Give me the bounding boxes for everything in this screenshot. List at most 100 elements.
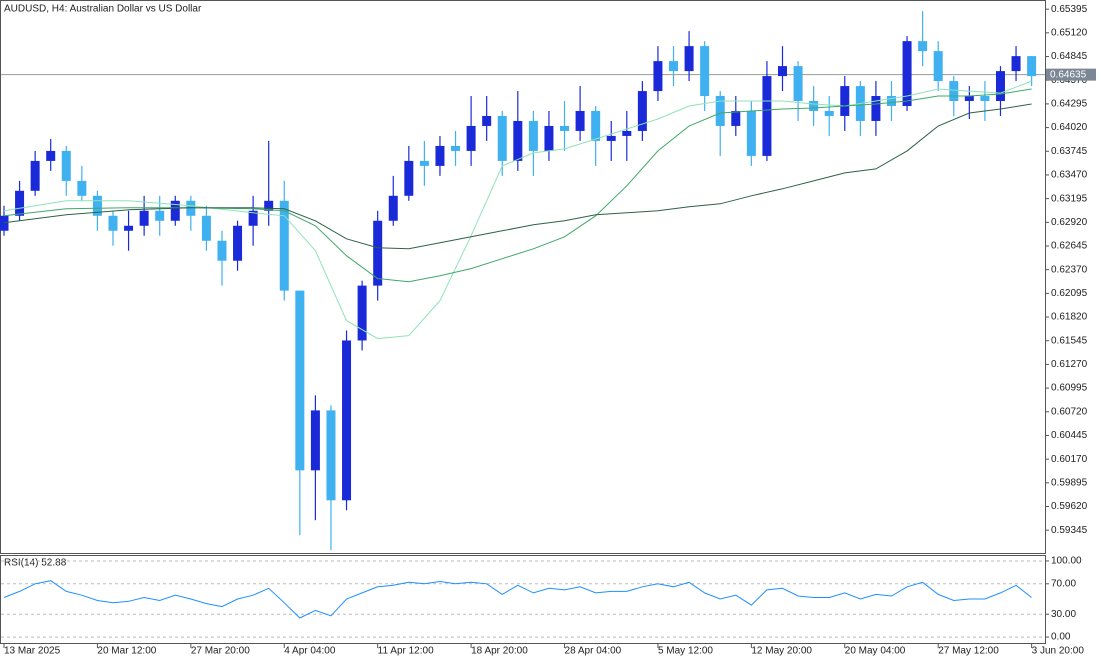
candle-body — [560, 125, 570, 131]
candle-body — [871, 95, 881, 121]
last-price-box — [1046, 68, 1096, 81]
y-tick-label: 0.59345 — [1051, 525, 1088, 536]
candle-body — [201, 215, 211, 241]
price-panel — [0, 0, 1046, 554]
candle-body — [419, 160, 429, 166]
y-tick-label: 0.60720 — [1051, 406, 1088, 417]
y-tick-label: 0.00 — [1051, 632, 1071, 643]
candle-body — [964, 95, 974, 101]
x-tick-label: 13 Mar 2025 — [4, 646, 61, 657]
candle-body — [124, 225, 134, 231]
moving-average — [3, 88, 1032, 283]
candle-body — [980, 95, 990, 101]
candle-body — [139, 210, 149, 226]
candle-body — [575, 110, 585, 131]
candle-body — [809, 100, 819, 111]
candle-body — [653, 61, 663, 92]
x-tick-label: 11 Apr 12:00 — [378, 646, 434, 657]
y-tick-label: 0.60445 — [1051, 430, 1088, 441]
y-tick-label: 100.00 — [1051, 556, 1082, 567]
candle-body — [15, 190, 25, 216]
candle-body — [731, 110, 741, 126]
candle-body — [684, 46, 694, 72]
candle-body — [248, 210, 258, 226]
candle-body — [233, 225, 243, 261]
candle-body — [995, 71, 1005, 101]
candle-body — [1011, 56, 1021, 72]
candle-body — [793, 66, 803, 101]
candle-body — [279, 200, 289, 291]
y-tick-label: 0.63745 — [1051, 146, 1088, 157]
x-tick-label: 20 Mar 12:00 — [97, 646, 156, 657]
candle-body — [264, 200, 274, 211]
candle-body — [669, 61, 679, 72]
y-tick-label: 0.63195 — [1051, 193, 1088, 204]
x-tick-label: 5 May 12:00 — [658, 646, 713, 657]
candle-body — [326, 410, 336, 501]
x-tick-label: 4 Apr 04:00 — [284, 646, 336, 657]
candle-body — [170, 200, 180, 221]
candle-body — [637, 91, 647, 131]
candle-body — [497, 115, 507, 161]
chart-title: AUDUSD, H4: Australian Dollar vs US Doll… — [4, 4, 202, 15]
candle-body — [778, 66, 787, 77]
y-tick-label: 30.00 — [1051, 609, 1076, 620]
candle-body — [61, 150, 71, 181]
candle-body — [949, 81, 959, 101]
candle-body — [591, 110, 601, 141]
y-tick-label: 0.62645 — [1051, 241, 1088, 252]
candle-body — [77, 180, 87, 196]
candle-body — [388, 195, 398, 221]
candle-body — [0, 215, 9, 231]
candle-body — [404, 160, 414, 196]
candle-body — [886, 95, 896, 106]
candle-body — [762, 76, 772, 156]
candle-body — [310, 410, 320, 471]
y-tick-label: 0.64295 — [1051, 99, 1088, 110]
last-price-label: 0.64635 — [1050, 69, 1087, 80]
rsi-line — [3, 580, 1032, 619]
y-tick-label: 0.61545 — [1051, 335, 1088, 346]
y-tick-label: 0.62370 — [1051, 264, 1088, 275]
y-tick-label: 70.00 — [1051, 578, 1076, 589]
candle-body — [217, 240, 227, 261]
y-tick-label: 0.63470 — [1051, 170, 1088, 181]
y-tick-label: 0.65120 — [1051, 28, 1088, 39]
y-tick-label: 0.64845 — [1051, 51, 1088, 62]
candle-body — [918, 41, 928, 52]
candle-body — [357, 285, 367, 341]
rsi-title: RSI(14) 52.88 — [4, 558, 67, 569]
y-tick-label: 0.60995 — [1051, 383, 1088, 394]
rsi-panel — [0, 555, 1046, 644]
y-tick-label: 0.62095 — [1051, 288, 1088, 299]
y-tick-label: 0.65395 — [1051, 4, 1088, 15]
x-tick-label: 28 Apr 04:00 — [565, 646, 622, 657]
candle-body — [342, 340, 352, 501]
candle-body — [715, 95, 725, 126]
x-tick-label: 3 Jun 20:00 — [1032, 646, 1085, 657]
candle-body — [1027, 56, 1037, 77]
candle-body — [373, 220, 383, 286]
x-tick-label: 18 Apr 20:00 — [471, 646, 528, 657]
y-tick-label: 0.64020 — [1051, 122, 1088, 133]
candle-body — [528, 120, 538, 151]
y-tick-label: 0.61820 — [1051, 312, 1088, 323]
candle-body — [700, 46, 710, 96]
y-tick-label: 0.59620 — [1051, 501, 1088, 512]
candle-body — [466, 125, 476, 151]
candle-body — [482, 115, 492, 126]
y-tick-label: 0.61270 — [1051, 359, 1088, 370]
candle-body — [451, 145, 461, 151]
x-tick-label: 12 May 20:00 — [751, 646, 812, 657]
y-tick-label: 0.59895 — [1051, 477, 1088, 488]
candle-body — [155, 210, 165, 221]
x-tick-label: 27 Mar 20:00 — [191, 646, 250, 657]
candle-body — [92, 195, 102, 216]
y-tick-label: 0.60170 — [1051, 454, 1088, 465]
candle-body — [902, 41, 912, 106]
candle-body — [824, 110, 834, 116]
candle-body — [622, 130, 632, 136]
moving-average — [3, 103, 1032, 250]
candle-body — [933, 51, 943, 82]
